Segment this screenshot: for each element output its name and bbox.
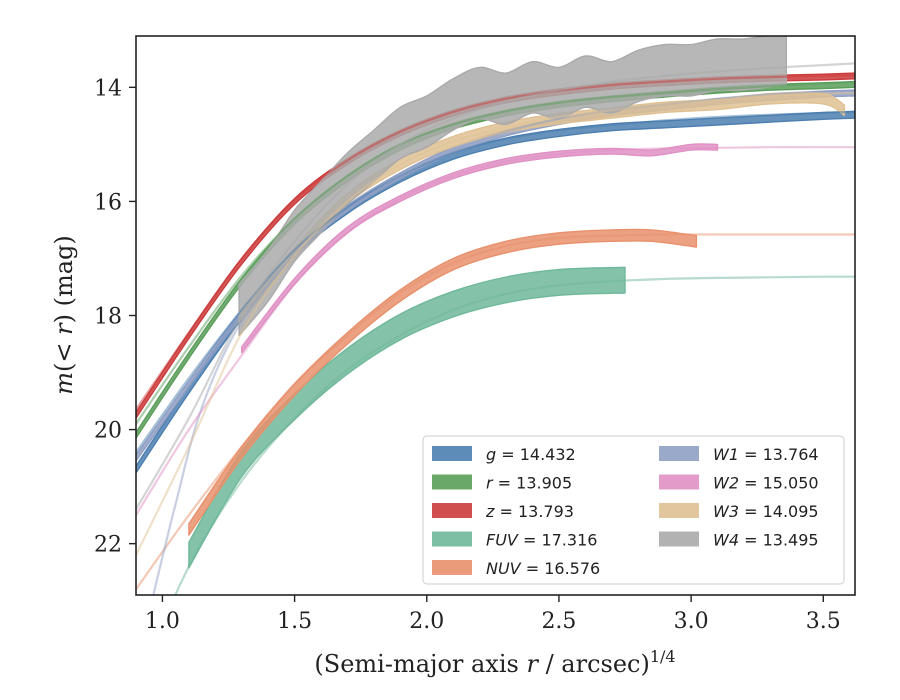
model-curve-w1 [152, 89, 855, 595]
legend: g = 14.432 r = 13.905 z = 13.793 FUV = 17.3… [422, 435, 845, 585]
legend-item-r: r = 13.905 [432, 474, 572, 493]
legend-item-w2: W2 = 15.050 [659, 474, 819, 493]
model-curve-w4 [136, 62, 855, 511]
y-tick-label: 22 [94, 533, 122, 558]
x-tick-label: 2.0 [409, 609, 444, 634]
model-curve-z [136, 74, 855, 411]
y-tick-label: 18 [94, 305, 122, 330]
model-curve-w2 [136, 146, 855, 517]
legend-item-g: g = 14.432 [432, 445, 576, 464]
legend-label: W4 = 13.495 [713, 531, 819, 550]
x-tick-label: 2.5 [541, 609, 576, 634]
legend-label: r = 13.905 [486, 474, 572, 493]
x-axis-label: (Semi-major axis r / arcsec)1/4 [314, 647, 675, 678]
model-curve-r [136, 81, 855, 425]
y-tick-label: 14 [94, 76, 122, 101]
data-band-w3 [241, 91, 846, 322]
legend-box [422, 435, 845, 585]
legend-item-z: z = 13.793 [432, 502, 574, 521]
legend-label: NUV = 16.576 [486, 559, 600, 578]
legend-label: W3 = 14.095 [713, 502, 819, 521]
legend-item-w1: W1 = 13.764 [659, 445, 819, 464]
legend-swatch [432, 446, 472, 461]
legend-label: W2 = 15.050 [713, 474, 819, 493]
x-tick-label: 1.0 [145, 609, 180, 634]
y-axis-label: m(< r) (mag) [50, 235, 78, 395]
legend-item-fuv: FUV = 17.316 [432, 531, 597, 550]
x-axis-ticks: 1.0 1.5 2.0 2.5 3.0 3.5 [145, 595, 841, 634]
legend-label: W1 = 13.764 [713, 445, 819, 464]
model-curves [136, 62, 855, 595]
x-tick-label: 3.0 [674, 609, 709, 634]
y-tick-label: 16 [94, 190, 122, 215]
model-curve-nuv [136, 233, 855, 591]
y-axis-ticks: 14 16 18 20 22 [94, 76, 136, 558]
legend-swatch [659, 531, 699, 547]
legend-item-w4: W4 = 13.495 [659, 531, 819, 550]
legend-swatch [659, 474, 699, 490]
legend-swatch [432, 474, 472, 490]
legend-item-nuv: NUV = 16.576 [432, 559, 600, 578]
x-tick-label: 3.5 [806, 609, 841, 634]
model-curve-w3 [136, 91, 855, 557]
model-curve-fuv [174, 275, 855, 595]
x-tick-label: 1.5 [277, 609, 312, 634]
legend-swatch [659, 446, 699, 461]
legend-swatch [432, 560, 472, 575]
legend-label: FUV = 17.316 [486, 531, 597, 550]
data-band-w2 [241, 143, 719, 354]
model-curve-g [136, 110, 855, 454]
data-band-nuv [188, 228, 698, 536]
y-tick-label: 20 [94, 419, 122, 444]
legend-swatch [432, 531, 472, 547]
legend-swatch [659, 503, 699, 518]
legend-label: z = 13.793 [485, 502, 574, 521]
legend-swatch [432, 503, 472, 518]
legend-item-w3: W3 = 14.095 [659, 502, 819, 521]
legend-label: g = 14.432 [486, 445, 576, 464]
